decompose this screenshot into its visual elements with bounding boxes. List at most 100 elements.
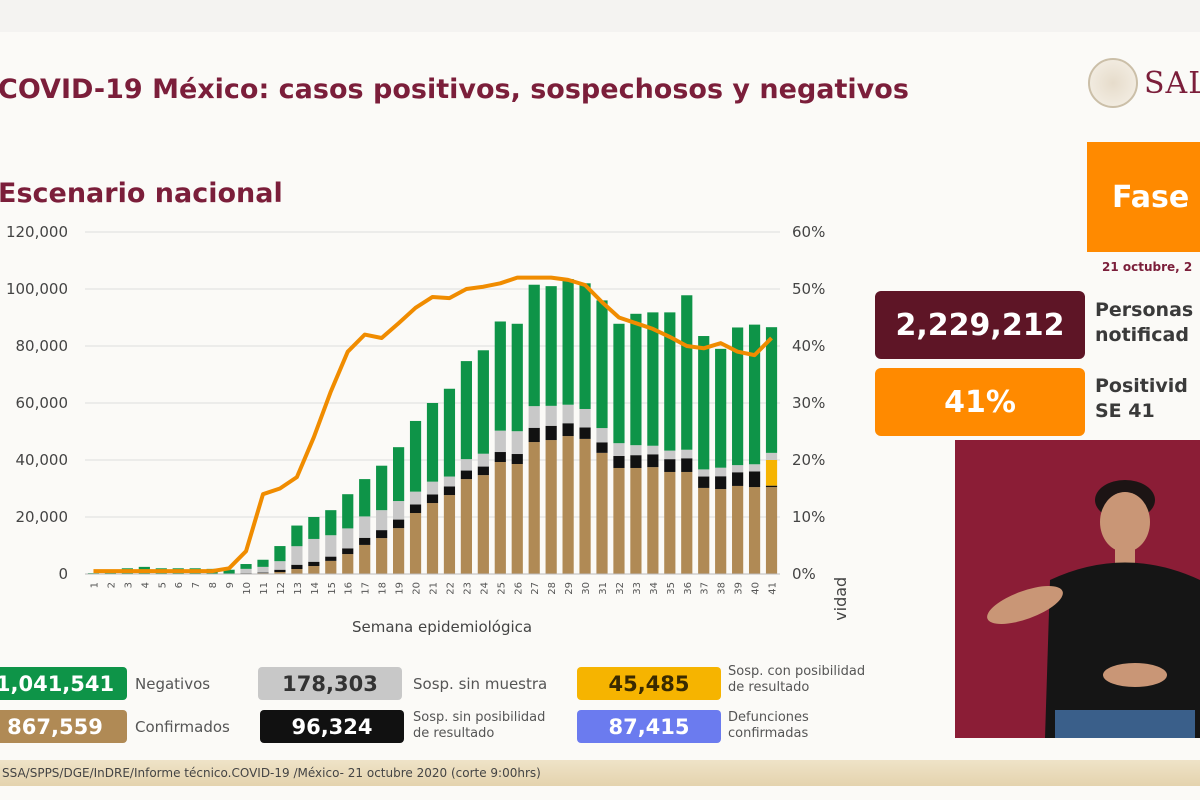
label-line1: Defunciones [728, 710, 809, 725]
positivity-value: 41% [875, 368, 1085, 436]
bar-segment-confirmados [460, 479, 472, 574]
sosp-sin-posibilidad-value: 96,324 [260, 710, 404, 743]
y2-tick-label: 40% [792, 337, 825, 355]
x-tick-label: 12 [276, 582, 287, 595]
x-axis-title: Semana epidemiológica [352, 618, 533, 636]
bar-segment-sosp-sin-muestra [545, 405, 557, 426]
bar-segment-confirmados [765, 487, 778, 574]
x-tick-label: 9 [225, 582, 236, 588]
negatives-label: Negativos [135, 675, 211, 693]
bar-segment-sosp-sin-muestra [443, 476, 456, 487]
x-tick-label: 1 [89, 582, 100, 588]
bar-segment-negativos [393, 447, 405, 502]
bar-segment-sosp-sin-posibilidad-de-resultado [528, 427, 540, 443]
bar-segment-negativos [359, 479, 371, 517]
x-tick-label: 2 [106, 582, 117, 588]
top-band [0, 0, 1200, 32]
bar-segment-sosp-sin-posibilidad-de-resultado [562, 423, 574, 437]
bar-segment-sosp-sin-muestra [528, 406, 540, 428]
x-tick-label: 3 [123, 582, 134, 588]
cases-chart: 0 20,000 40,000 60,000 80,000 100,000 120,000 0… [6, 223, 850, 620]
bar-segment-confirmados [477, 475, 489, 574]
notified-value: 2,229,212 [875, 291, 1085, 359]
x-tick-label: 24 [479, 582, 490, 595]
bar-segment-sosp-sin-posibilidad-de-resultado [681, 458, 693, 472]
bar-segment-sosp-sin-muestra [376, 510, 388, 531]
bar-segment-sosp-sin-muestra [511, 431, 523, 455]
bar-segment-negativos [223, 569, 235, 574]
bar-segment-negativos [732, 327, 744, 466]
bar-segment-sosp-sin-muestra [579, 408, 591, 428]
bar-segment-negativos [748, 324, 761, 465]
bar-segment-confirmados [562, 436, 574, 574]
bar-segment-sosp-sin-posibilidad-de-resultado [748, 471, 761, 488]
x-tick-label: 41 [768, 582, 779, 595]
bar-segment-sosp-sin-posibilidad-de-resultado [647, 454, 659, 468]
positivity-line [93, 275, 773, 574]
sosp-sin-posibilidad-label: Sosp. sin posibilidad de resultado [413, 710, 545, 742]
bar-segment-sosp-sin-muestra [308, 538, 320, 562]
y-tick-label: 40,000 [16, 451, 69, 469]
bar-segment-negativos [240, 564, 252, 569]
bar-segment-sosp-sin-posibilidad-de-resultado [393, 519, 405, 529]
bar-segment-negativos [630, 313, 642, 446]
bar-segment-confirmados [630, 467, 642, 574]
page-title: COVID-19 México: casos positivos, sospec… [0, 74, 909, 105]
x-tick-label: 27 [530, 582, 541, 595]
bar-segment-confirmados [359, 544, 371, 574]
bar-segment-negativos [291, 525, 303, 547]
x-tick-label: 33 [632, 582, 643, 595]
bar-segment-negativos [562, 279, 574, 405]
bar-segment-negativos [376, 465, 388, 511]
y2-axis-title: Positividad [831, 577, 850, 620]
y2-tick-label: 60% [792, 223, 825, 241]
positivity-label-line1: Positivid [1095, 375, 1188, 397]
bar-segment-sosp-sin-muestra [426, 481, 439, 495]
bar-segment-sosp-sin-posibilidad-de-resultado [613, 456, 625, 468]
x-tick-label: 17 [361, 582, 372, 595]
logo-text: SAL [1144, 65, 1200, 101]
bar-segment-sosp-sin-posibilidad-de-resultado [732, 472, 744, 486]
bar-segment-confirmados [342, 554, 354, 574]
sosp-sin-muestra-value: 178,303 [258, 667, 402, 700]
bar-segment-sosp-sin-muestra [359, 516, 371, 538]
x-tick-label: 4 [140, 582, 151, 588]
bar-segment-sosp-sin-muestra [342, 528, 354, 549]
bar-segment-sosp-sin-muestra [409, 491, 422, 505]
x-tick-label: 16 [344, 582, 355, 595]
bar-segment-negativos [325, 510, 337, 536]
x-tick-label: 6 [174, 582, 185, 588]
y-tick-label: 80,000 [16, 337, 69, 355]
bar-segment-sosp-sin-posibilidad-de-resultado [274, 569, 286, 573]
bar-segment-sosp-sin-muestra [393, 501, 405, 520]
bar-segment-sosp-sin-posibilidad-de-resultado [494, 452, 506, 462]
bar-segment-confirmados [732, 485, 744, 574]
x-tick-label: 10 [242, 582, 253, 595]
bar-segment-confirmados [613, 467, 625, 574]
x-tick-label: 14 [310, 582, 321, 595]
negatives-value: 1,041,541 [0, 667, 127, 700]
report-date: 21 octubre, 2 [1102, 260, 1193, 274]
label-line1: Sosp. con posibilidad [728, 664, 866, 679]
y-tick-label: 60,000 [16, 394, 69, 412]
source-footer: SSA/SPPS/DGE/InDRE/Informe técnico.COVID… [0, 760, 1200, 786]
y2-tick-label: 30% [792, 394, 825, 412]
bar-segment-confirmados [376, 538, 388, 574]
bar-segment-sosp-sin-posibilidad-de-resultado [545, 425, 557, 441]
bar-segment-confirmados [443, 495, 456, 574]
bar-segment-sosp-sin-muestra [613, 443, 625, 457]
bar-segment-sosp-sin-muestra [460, 459, 472, 471]
bar-segment-sosp-sin-muestra [291, 546, 303, 565]
bar-segment-sosp-sin-muestra [274, 561, 286, 570]
bar-segment-sosp-sin-muestra [240, 568, 252, 574]
bar-segment-negativos [494, 321, 506, 431]
bar-segment-sosp-sin-posibilidad-de-resultado [511, 454, 523, 464]
bar-segment-sosp-sin-muestra [257, 566, 269, 573]
bar-segment-confirmados [698, 487, 710, 574]
bar-segment-confirmados [715, 489, 727, 574]
bar-segment-negativos [477, 350, 489, 454]
x-tick-label: 11 [259, 582, 270, 595]
bar-segment-negativos [681, 295, 693, 450]
x-tick-label: 40 [751, 582, 762, 595]
bar-segment-negativos [257, 559, 269, 567]
